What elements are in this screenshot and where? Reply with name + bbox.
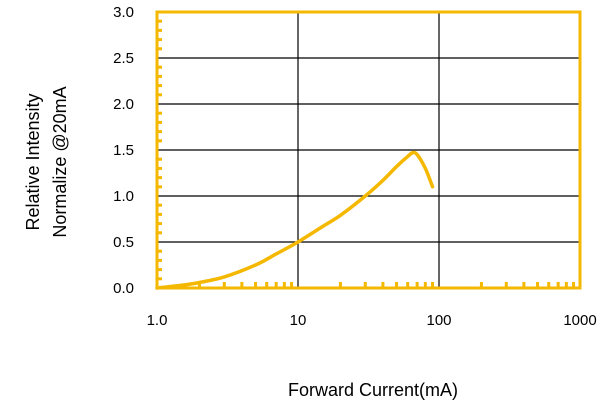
plot-frame	[155, 10, 582, 290]
tick-labels: 0.0 0.5 1.0 1.5 2.0 2.5 3.0 1.0 10 100 1000	[113, 4, 597, 329]
series-line	[155, 150, 435, 290]
x-tick-label: 1.0	[147, 312, 168, 329]
x-tick-label: 100	[426, 312, 451, 329]
x-tick-label: 10	[290, 312, 307, 329]
y-tick-label: 3.0	[113, 4, 134, 21]
minor-ticks	[157, 19, 576, 288]
y-tick-label: 0.0	[113, 280, 134, 297]
y-tick-label: 2.0	[113, 96, 134, 113]
y-tick-label: 0.5	[113, 234, 134, 251]
y-axis-title-line2: Normalize @20mA	[50, 86, 70, 237]
series-layer	[155, 150, 435, 290]
x-axis-title: Forward Current(mA)	[288, 380, 458, 400]
y-axis-title-line1: Relative Intensity	[23, 93, 43, 230]
y-tick-label: 1.5	[113, 142, 134, 159]
x-tick-label: 1000	[563, 312, 596, 329]
y-tick-label: 1.0	[113, 188, 134, 205]
y-tick-label: 2.5	[113, 50, 134, 67]
grid-lines	[157, 12, 580, 288]
